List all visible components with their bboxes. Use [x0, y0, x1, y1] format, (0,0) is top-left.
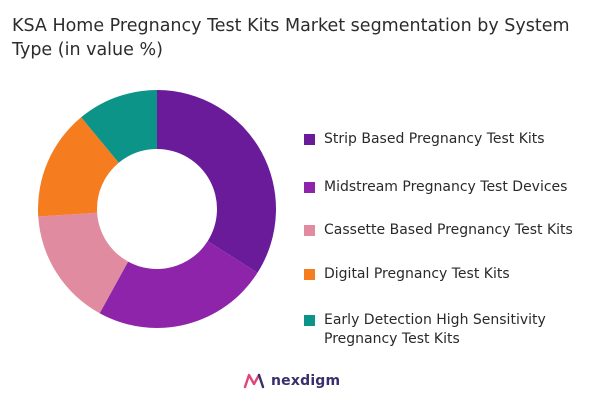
nexdigm-logo-icon: [243, 373, 265, 389]
brand-logo: nexdigm: [243, 370, 340, 392]
legend-swatch: [304, 315, 315, 326]
legend-swatch: [304, 182, 315, 193]
legend-label: Early Detection High Sensitivity Pregnan…: [324, 312, 546, 347]
legend-label: Digital Pregnancy Test Kits: [324, 266, 510, 282]
legend-label: Strip Based Pregnancy Test Kits: [324, 131, 545, 147]
donut-slice-3: [38, 212, 129, 314]
legend-label: Midstream Pregnancy Test Devices: [324, 179, 568, 195]
brand-name: nexdigm: [271, 373, 341, 389]
donut-slice-1: [157, 90, 277, 273]
legend-item-1: Strip Based Pregnancy Test Kits: [304, 130, 574, 149]
legend-swatch: [304, 225, 315, 236]
donut-slice-4: [38, 117, 119, 217]
legend-label: Cassette Based Pregnancy Test Kits: [324, 222, 573, 238]
legend-item-2: Midstream Pregnancy Test Devices: [304, 178, 574, 197]
donut-slice-5: [81, 90, 157, 163]
legend-swatch: [304, 269, 315, 280]
legend-item-3: Cassette Based Pregnancy Test Kits: [304, 221, 574, 240]
legend-item-4: Digital Pregnancy Test Kits: [304, 265, 574, 284]
donut-slice-2: [99, 241, 258, 329]
chart-title: KSA Home Pregnancy Test Kits Market segm…: [12, 16, 570, 60]
legend-swatch: [304, 134, 315, 145]
legend-item-5: Early Detection High Sensitivity Pregnan…: [304, 311, 574, 349]
